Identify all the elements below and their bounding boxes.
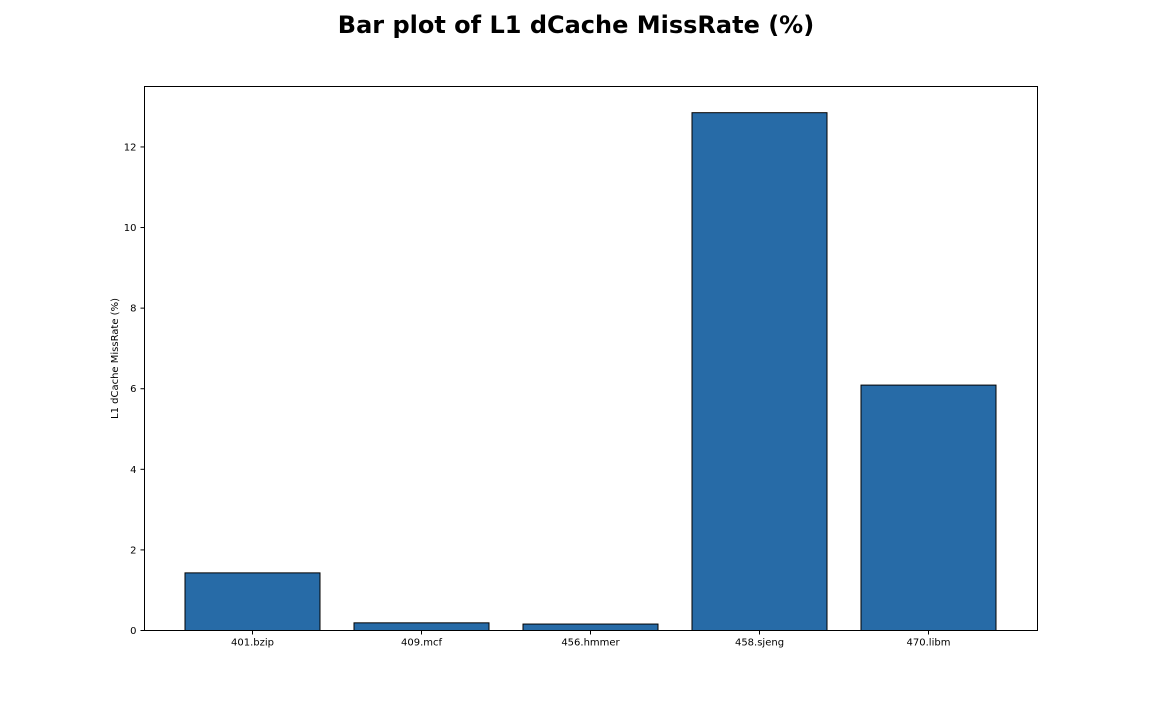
y-tick-label: 12 [124, 142, 137, 153]
y-tick-label: 0 [130, 626, 136, 637]
x-tick-label: 470.libm [907, 638, 951, 649]
bar-456.hmmer [522, 623, 659, 632]
y-tick-label: 8 [130, 304, 136, 315]
y-tick-label: 2 [130, 545, 136, 556]
y-tick-label: 4 [130, 465, 136, 476]
bar-401.bzip [184, 572, 321, 631]
y-tick-label: 10 [124, 223, 137, 234]
y-tick-label: 6 [130, 384, 136, 395]
y-axis-label: L1 dCache MissRate (%) [110, 298, 121, 419]
x-tick-label: 458.sjeng [735, 638, 784, 649]
x-tick-label: 409.mcf [401, 638, 443, 649]
x-axis: 401.bzip 409.mcf 456.hmmer 458.sjeng 470.lib… [231, 630, 951, 649]
bar-409.mcf [353, 622, 490, 631]
x-tick-label: 401.bzip [231, 638, 274, 649]
y-axis: 0 2 4 6 8 10 12 [124, 142, 145, 637]
bar-470.libm [860, 384, 997, 631]
chart-title: Bar plot of L1 dCache MissRate (%) [337, 11, 815, 39]
x-tick-label: 456.hmmer [561, 638, 620, 649]
bars-layer [184, 112, 997, 632]
bar-458.sjeng [691, 112, 828, 632]
